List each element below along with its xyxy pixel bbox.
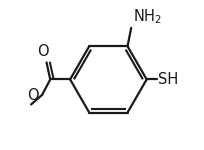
Text: O: O bbox=[27, 88, 38, 103]
Text: O: O bbox=[37, 44, 49, 59]
Text: SH: SH bbox=[157, 72, 177, 87]
Text: NH$_2$: NH$_2$ bbox=[132, 8, 161, 26]
